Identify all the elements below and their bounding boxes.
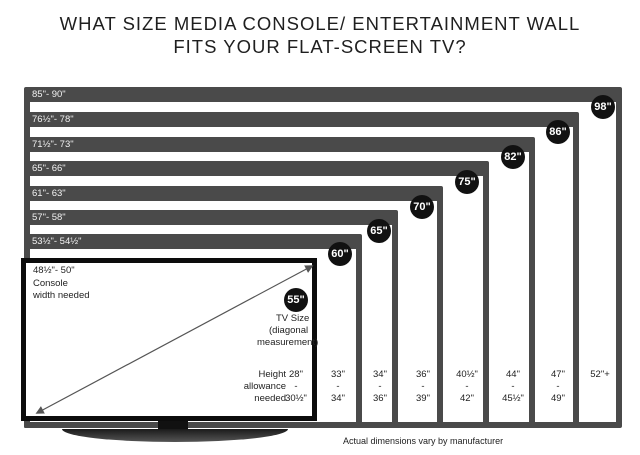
height-dash: - [511,381,515,392]
height-label-3: needed [254,393,286,404]
tv-size-badge-60: 60" [328,242,352,266]
height-max: 30½" [285,393,307,404]
height-min: 33" [331,369,345,380]
height-dash: - [378,381,382,392]
disclaimer-note: Actual dimensions vary by manufacturer [343,436,504,446]
height-dash: - [336,381,340,392]
height-max: 42" [460,393,474,404]
tv-size-badge-70: 70" [410,195,434,219]
tv-size-badge-82: 82" [501,145,525,169]
height-dash: - [465,381,469,392]
height-max: 49" [551,393,565,404]
tv-size-badge-55: 55" [284,288,308,312]
height-min: 28" [289,369,303,380]
height-label-2: allowance [243,381,286,392]
height-allowance-86: 47" - 49" [544,369,572,405]
tv-size-badge-65: 65" [367,219,391,243]
console-width-86: 76½"- 78" [32,114,74,125]
console-width-75: 65"- 66" [32,163,66,174]
height-max: 34" [331,393,345,404]
tv-size-badge-98: 98" [591,95,615,119]
height-allowance-55: 28" - 30½" [282,369,310,405]
height-max: 39" [416,393,430,404]
height-max: 36" [373,393,387,404]
page-title: WHAT SIZE MEDIA CONSOLE/ ENTERTAINMENT W… [59,13,581,34]
console-label-2: width needed [33,290,90,301]
tv-size-badge-75: 75" [455,170,479,194]
height-allowance-75: 40½" - 42" [453,369,481,405]
console-width-55: 48½"- 50" [33,265,75,276]
console-label: Console [33,278,68,289]
tv-stand-neck [158,421,188,430]
height-allowance-98: 52"+ [586,369,614,381]
tv-size-label-3: measurement) [257,337,319,348]
tv-stand-base [62,429,288,442]
height-min: 36" [416,369,430,380]
console-width-65: 57"- 58" [32,212,66,223]
height-min: 40½" [456,369,478,380]
height-allowance-70: 36" - 39" [409,369,437,405]
console-width-60: 53½"- 54½" [32,236,82,247]
height-allowance-65: 34" - 36" [366,369,394,405]
tv-size-badge-86: 86" [546,120,570,144]
height-min: 34" [373,369,387,380]
height-max: 45½" [502,393,524,404]
height-value: 52"+ [590,369,610,380]
height-label: Height [258,369,286,380]
height-allowance-82: 44" - 45½" [499,369,527,405]
page-subtitle: FITS YOUR FLAT-SCREEN TV? [173,36,467,57]
height-dash: - [294,381,298,392]
console-width-70: 61"- 63" [32,188,66,199]
height-dash: - [556,381,560,392]
tv-size-label: TV Size [276,313,310,324]
console-width-82: 71½"- 73" [32,139,74,150]
height-min: 44" [506,369,520,380]
height-allowance-60: 33" - 34" [324,369,352,405]
console-width-98: 85"- 90" [32,89,66,100]
tv-size-label-2: (diagonal [269,325,309,336]
height-min: 47" [551,369,565,380]
height-dash: - [421,381,425,392]
